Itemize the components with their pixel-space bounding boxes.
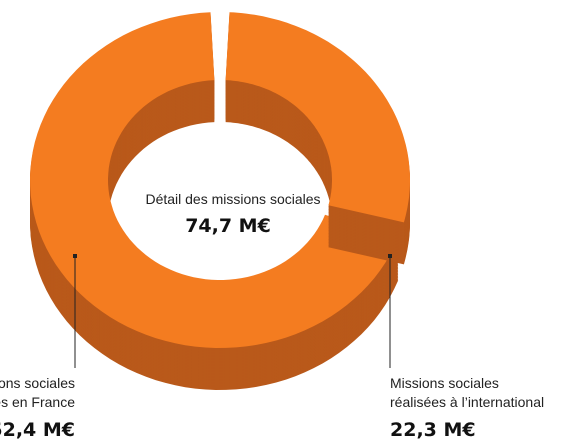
leader-dot	[388, 254, 392, 258]
segment-value: 52,4 M€	[0, 419, 75, 441]
donut-segment	[30, 12, 399, 390]
center-total: 74,7 M€	[185, 215, 271, 237]
segment-label: réalisées en France	[0, 394, 75, 410]
segment-label: Missions sociales	[0, 375, 75, 391]
leader-dot	[73, 254, 77, 258]
segment-label: réalisées à l’international	[390, 394, 544, 410]
donut	[30, 12, 410, 390]
donut-segment	[225, 12, 410, 265]
segment-label: Missions sociales	[390, 375, 499, 391]
segment-value: 22,3 M€	[390, 419, 476, 441]
segment-top	[225, 12, 410, 223]
center-title: Détail des missions sociales	[145, 191, 320, 207]
segment-top	[30, 12, 399, 348]
